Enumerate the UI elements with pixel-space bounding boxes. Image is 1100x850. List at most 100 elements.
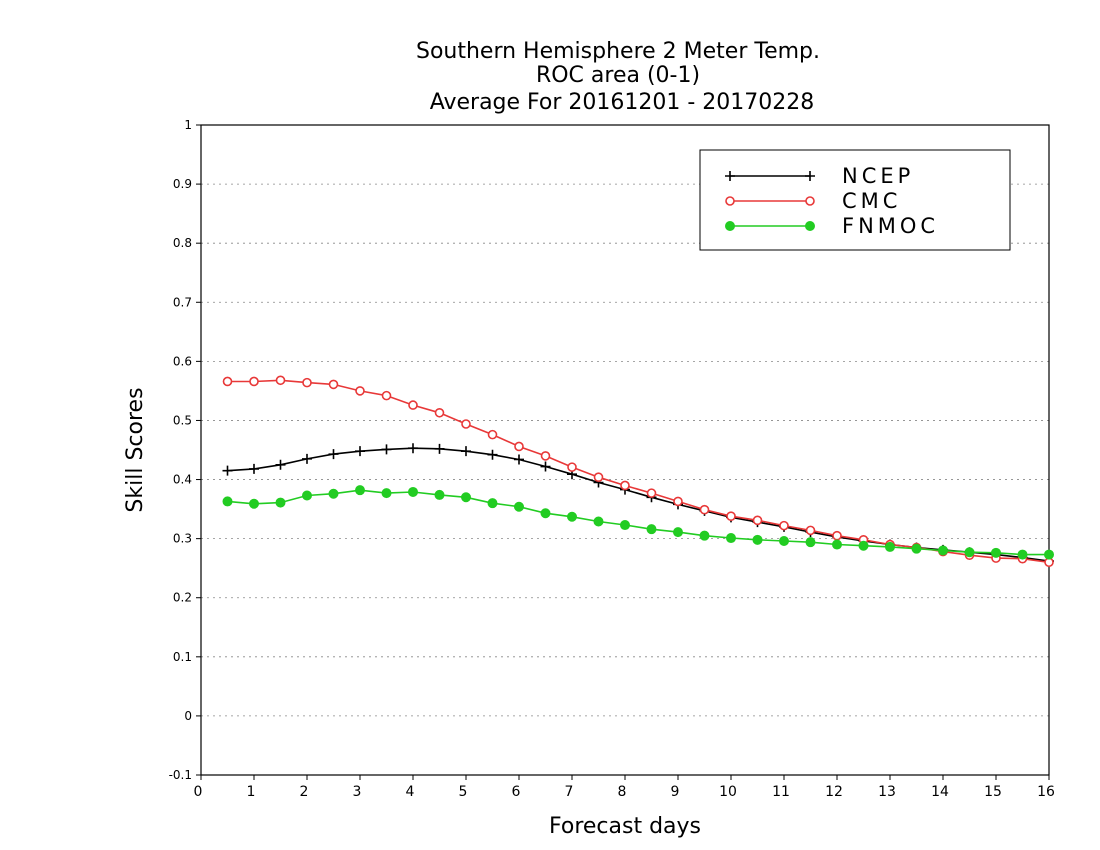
data-point-fnmoc <box>938 545 948 556</box>
data-point-fnmoc <box>434 489 445 500</box>
chart-title-line-1: Southern Hemisphere 2 Meter Temp. <box>416 39 820 64</box>
data-point-ncep <box>540 461 551 472</box>
x-tick-label: 6 <box>512 784 521 800</box>
series-line-ncep <box>227 447 1050 562</box>
data-point-ncep <box>328 449 339 460</box>
data-point-fnmoc <box>355 485 365 496</box>
y-tick-label: 0.2 <box>173 591 192 605</box>
series-layer <box>222 375 1054 568</box>
data-point-fnmoc <box>222 496 233 507</box>
x-tick-label: 10 <box>719 784 737 800</box>
data-point-fnmoc <box>752 534 763 545</box>
data-point-fnmoc <box>805 537 816 548</box>
series-line-fnmoc <box>227 489 1049 556</box>
y-axis-label: Skill Scores <box>123 387 148 512</box>
data-point-cmc <box>673 496 683 507</box>
data-point-fnmoc <box>328 488 339 499</box>
data-point-fnmoc <box>381 488 392 499</box>
data-point-fnmoc <box>832 539 842 550</box>
x-tick-label: 2 <box>300 784 309 800</box>
x-tick-label: 1 <box>247 784 256 800</box>
y-tick-label: 0.1 <box>173 650 192 664</box>
data-point-ncep <box>381 444 392 455</box>
data-point-ncep <box>514 454 524 465</box>
y-tick-label: 0.6 <box>173 354 192 368</box>
data-point-fnmoc <box>885 541 895 552</box>
x-tick-label: 15 <box>984 784 1002 800</box>
data-point-fnmoc <box>991 547 1001 558</box>
legend-item-ncep: NCEP <box>725 164 910 188</box>
data-point-cmc <box>699 504 710 515</box>
legend-marker <box>725 221 735 231</box>
data-point-cmc <box>752 515 763 526</box>
x-tick-label: 3 <box>353 784 362 800</box>
y-tick-label: 0.8 <box>173 236 192 250</box>
series-line-cmc <box>227 379 1050 564</box>
data-point-cmc <box>805 525 816 536</box>
data-point-cmc <box>249 376 259 387</box>
legend-marker <box>805 221 815 231</box>
data-point-fnmoc <box>646 524 657 535</box>
data-point-fnmoc <box>620 520 630 531</box>
data-point-ncep <box>355 446 365 457</box>
x-tick-label: 13 <box>878 784 896 800</box>
data-point-fnmoc <box>726 533 736 544</box>
data-point-ncep <box>487 449 498 460</box>
y-tick-label: 0 <box>184 709 192 723</box>
data-point-ncep <box>461 446 471 457</box>
y-tick-label: 0.5 <box>173 413 192 427</box>
x-tick-label: 16 <box>1037 784 1055 800</box>
data-point-cmc <box>408 400 418 410</box>
data-point-fnmoc <box>249 498 259 509</box>
data-point-fnmoc <box>1017 549 1028 560</box>
data-point-cmc <box>646 488 657 498</box>
y-tick-label: 0.9 <box>173 177 192 191</box>
data-point-fnmoc <box>567 511 577 522</box>
legend-marker <box>805 171 815 181</box>
y-tick-label: 1 <box>184 118 192 132</box>
x-tick-label: 12 <box>825 784 843 800</box>
legend-label-fnmoc: FNMOC <box>842 214 939 238</box>
y-axis-ticks: -0.1 0 0.1 0.2 0.3 0.4 0.5 0.6 0.7 0.8 0.9 1 <box>169 118 201 782</box>
legend-label-cmc: CMC <box>842 189 901 213</box>
series-ncep <box>222 443 1054 567</box>
x-tick-label: 4 <box>406 784 415 800</box>
series-fnmoc <box>222 485 1054 560</box>
x-tick-label: 5 <box>459 784 468 800</box>
data-point-fnmoc <box>593 516 604 527</box>
data-point-cmc <box>593 472 604 482</box>
legend-marker <box>725 171 735 181</box>
y-tick-label: 0.3 <box>173 532 192 546</box>
data-point-fnmoc <box>858 540 869 551</box>
data-point-fnmoc <box>699 530 710 541</box>
data-point-cmc <box>434 407 445 418</box>
data-point-fnmoc <box>275 497 286 508</box>
data-point-cmc <box>275 375 286 386</box>
data-point-cmc <box>302 377 312 388</box>
data-point-ncep <box>302 453 312 464</box>
chart-title-line-3: Average For 20161201 - 20170228 <box>430 90 815 115</box>
plot-frame <box>200 124 1050 776</box>
data-point-cmc <box>567 462 577 472</box>
x-tick-label: 8 <box>618 784 627 800</box>
data-point-cmc <box>381 390 392 401</box>
x-tick-label: 11 <box>772 784 790 800</box>
data-point-ncep <box>434 443 445 454</box>
data-point-cmc <box>514 441 524 452</box>
legend-item-cmc: CMC <box>725 189 901 213</box>
x-axis-label: Forecast days <box>549 814 701 839</box>
data-point-cmc <box>779 520 789 531</box>
legend-marker <box>805 196 815 206</box>
data-point-ncep <box>408 443 418 454</box>
data-point-cmc <box>222 376 233 387</box>
y-tick-label: -0.1 <box>169 768 192 782</box>
data-point-cmc <box>832 530 842 541</box>
data-point-fnmoc <box>540 508 551 519</box>
data-point-ncep <box>249 463 259 474</box>
data-point-fnmoc <box>1044 549 1054 560</box>
legend-box <box>699 149 1011 251</box>
data-point-ncep <box>222 465 233 476</box>
x-axis-ticks: 0 1 2 3 4 5 6 7 8 9 10 11 12 13 14 15 16 <box>194 775 1055 800</box>
